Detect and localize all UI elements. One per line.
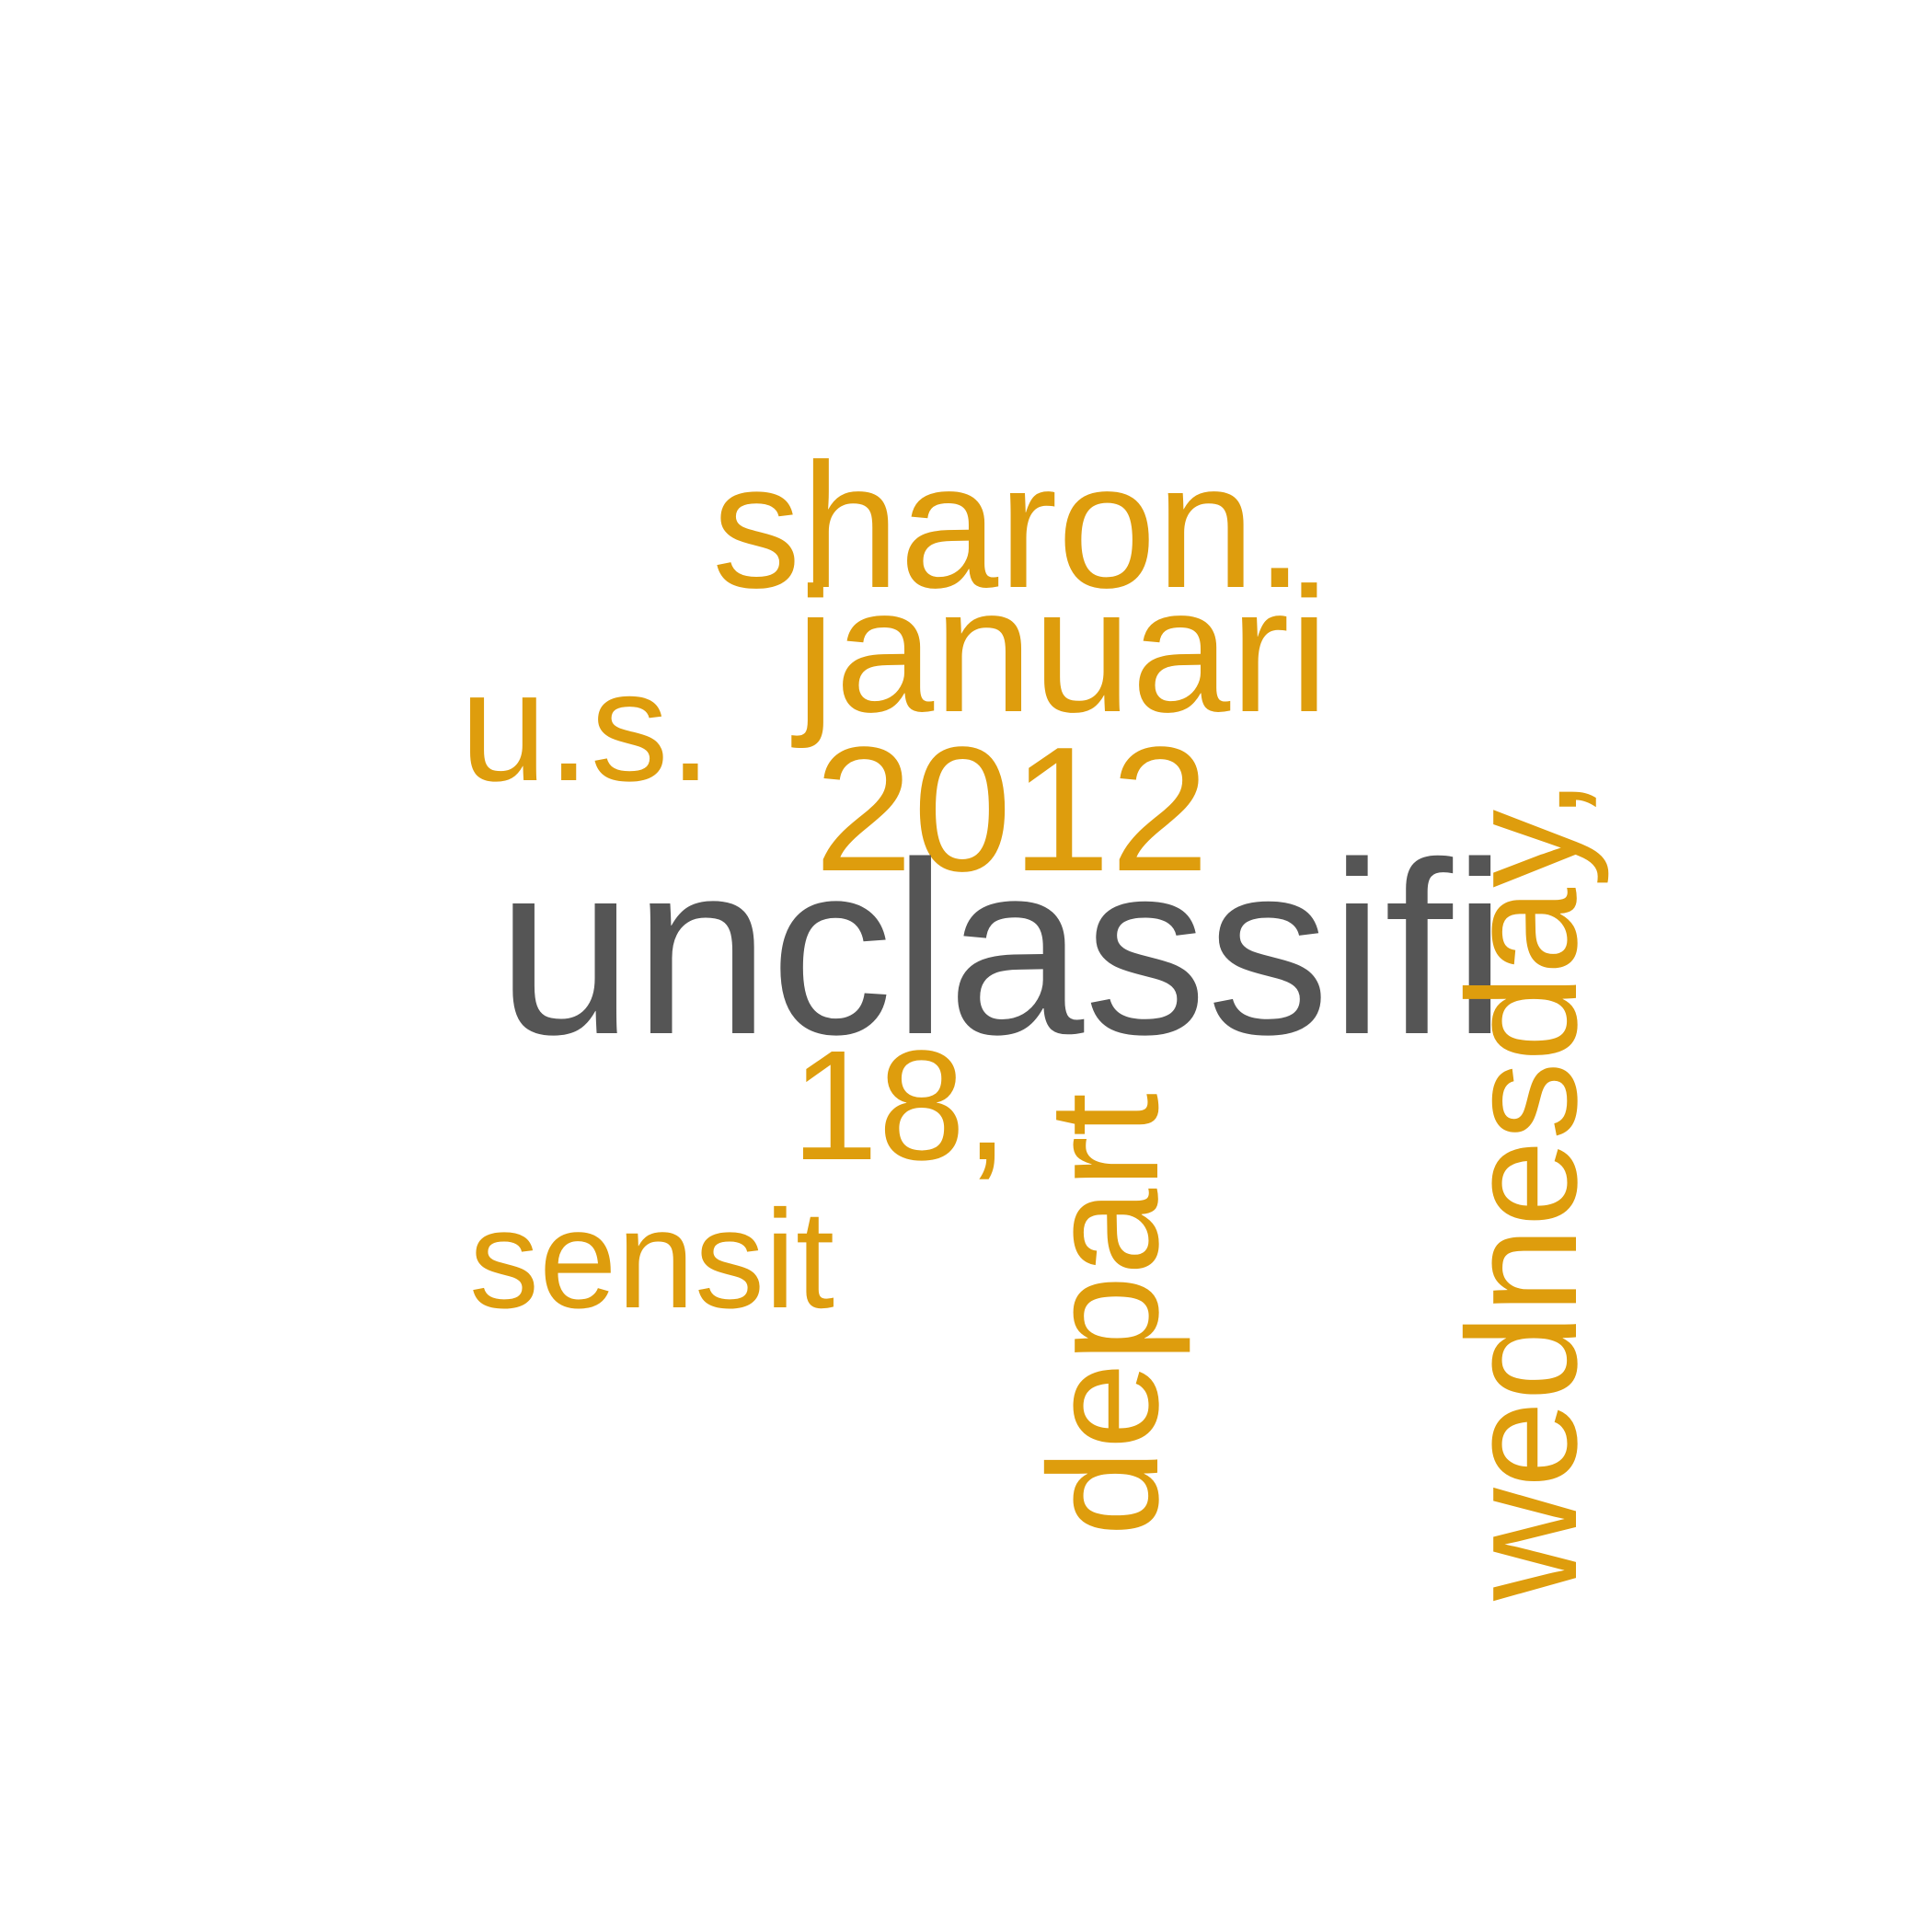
word-wednesday: wednesday, [1435,777,1610,1601]
word-18: 18, [791,1018,1009,1193]
word-2012: 2012 [814,709,1210,908]
word-us: u.s. [460,639,713,814]
word-unclassifi: unclassifi [497,811,1508,1086]
word-januari: januari [796,550,1329,749]
word-sensit: sensit [469,1181,835,1338]
word-sharon: sharon. [712,426,1305,625]
word-depart: depart [1017,1092,1191,1536]
